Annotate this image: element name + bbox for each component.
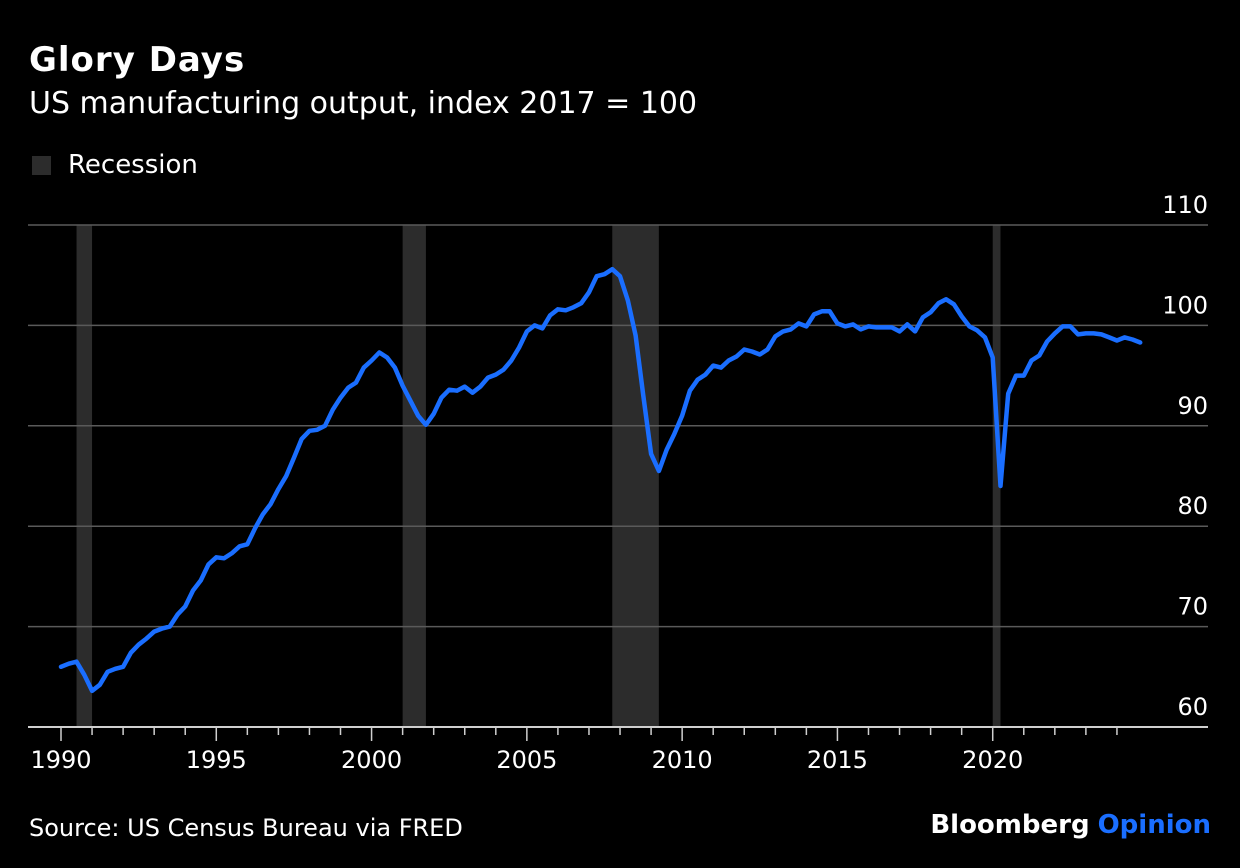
recession-band (76, 225, 93, 727)
brand-logo: Bloomberg Opinion (930, 810, 1211, 840)
y-tick-label: 70 (1177, 593, 1208, 621)
brand-accent: Opinion (1097, 810, 1211, 840)
legend: Recession (32, 150, 198, 180)
x-tick-label: 2020 (962, 746, 1023, 774)
grid-lines (28, 224, 1208, 728)
y-tick-label: 80 (1177, 492, 1208, 520)
x-tick-label: 1995 (186, 746, 247, 774)
y-tick-label: 100 (1162, 291, 1208, 319)
y-axis: 60 70 80 90 100 110 (1162, 191, 1208, 721)
x-tick-label: 2005 (496, 746, 557, 774)
recession-band (992, 225, 1001, 727)
recession-band (612, 225, 659, 727)
recession-band (402, 225, 426, 727)
x-tick-label: 1990 (30, 746, 91, 774)
y-tick-label: 110 (1162, 191, 1208, 219)
legend-recession-swatch (32, 155, 51, 175)
x-tick-label: 2010 (652, 746, 713, 774)
x-axis: 1990 1995 2000 2005 2010 2015 2020 (30, 727, 1118, 774)
brand-main: Bloomberg (930, 810, 1090, 840)
y-tick-label: 90 (1177, 392, 1208, 420)
x-tick-label: 2000 (341, 746, 402, 774)
series-line-manufacturing-output (58, 266, 1143, 694)
source-note: Source: US Census Bureau via FRED (29, 814, 463, 842)
legend-recession-label: Recession (68, 150, 198, 180)
chart-subtitle: US manufacturing output, index 2017 = 10… (29, 86, 698, 121)
recession-bands (76, 225, 1001, 727)
chart-title: Glory Days (29, 40, 246, 80)
x-tick-label: 2015 (807, 746, 868, 774)
y-tick-label: 60 (1177, 693, 1208, 721)
